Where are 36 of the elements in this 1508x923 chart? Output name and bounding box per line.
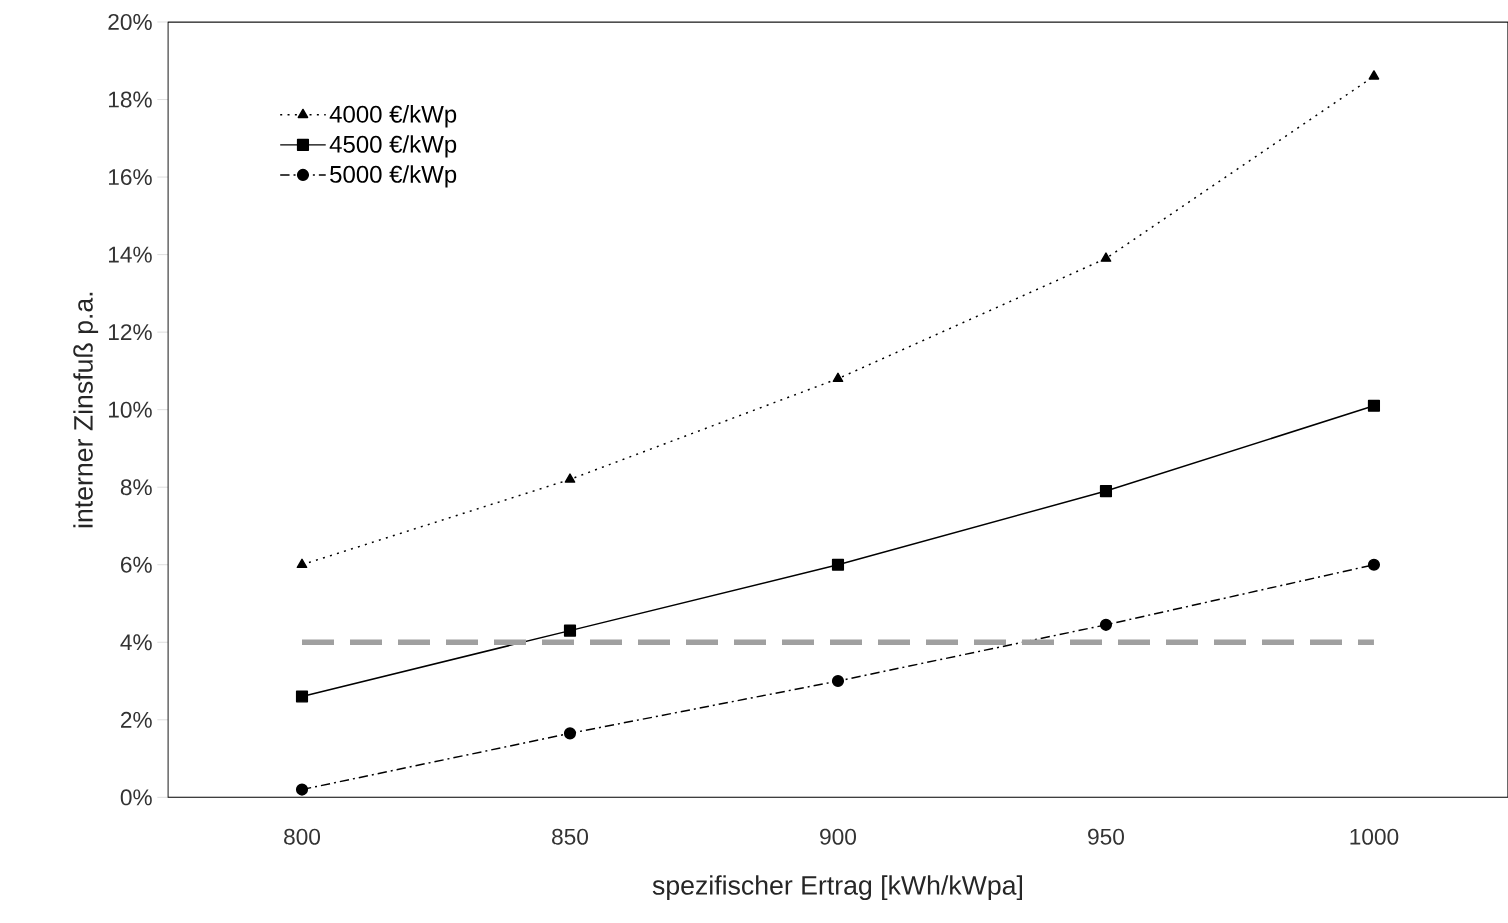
y-tick-label: 20%	[108, 14, 152, 31]
x-tick-label: 950	[1088, 828, 1124, 845]
point	[295, 783, 309, 796]
y-tick-label: 0%	[120, 789, 152, 806]
y-tick-label: 14%	[109, 246, 152, 263]
point	[563, 624, 577, 637]
point	[563, 727, 577, 740]
legend-label: 4500 €/kWp	[329, 135, 457, 158]
point	[1368, 70, 1380, 80]
y-tick-label: 6%	[121, 556, 152, 573]
legend-label: 5000 €/kWp	[330, 165, 457, 188]
y-tick-label: 4%	[120, 634, 152, 651]
y-tick-label: 10%	[109, 401, 152, 418]
point	[1367, 399, 1381, 413]
y-axis-title: interner Zinsfuß p.a.	[73, 292, 99, 528]
point	[1099, 618, 1113, 632]
y-tick-label: 12%	[109, 324, 152, 341]
point	[296, 558, 308, 569]
y-tick-label: 16%	[109, 169, 152, 186]
x-tick-label: 850	[552, 828, 589, 845]
y-tick-label: 8%	[120, 479, 152, 496]
point	[1100, 252, 1112, 263]
point	[564, 473, 576, 484]
point	[295, 690, 309, 703]
x-tick-label: 800	[284, 828, 321, 845]
y-tick-label: 18%	[109, 91, 152, 108]
y-tick-label: 2%	[121, 711, 152, 728]
point	[1099, 485, 1113, 498]
legend-label: 4000 €/kWp	[329, 105, 457, 128]
x-tick-label: 1000	[1350, 828, 1399, 845]
x-axis-title: spezifischer Ertrag [kWh/kWpa]	[652, 875, 1022, 901]
point	[832, 372, 844, 383]
x-tick-label: 900	[820, 828, 856, 845]
point	[1367, 558, 1381, 571]
point	[831, 675, 845, 688]
point	[831, 558, 845, 571]
